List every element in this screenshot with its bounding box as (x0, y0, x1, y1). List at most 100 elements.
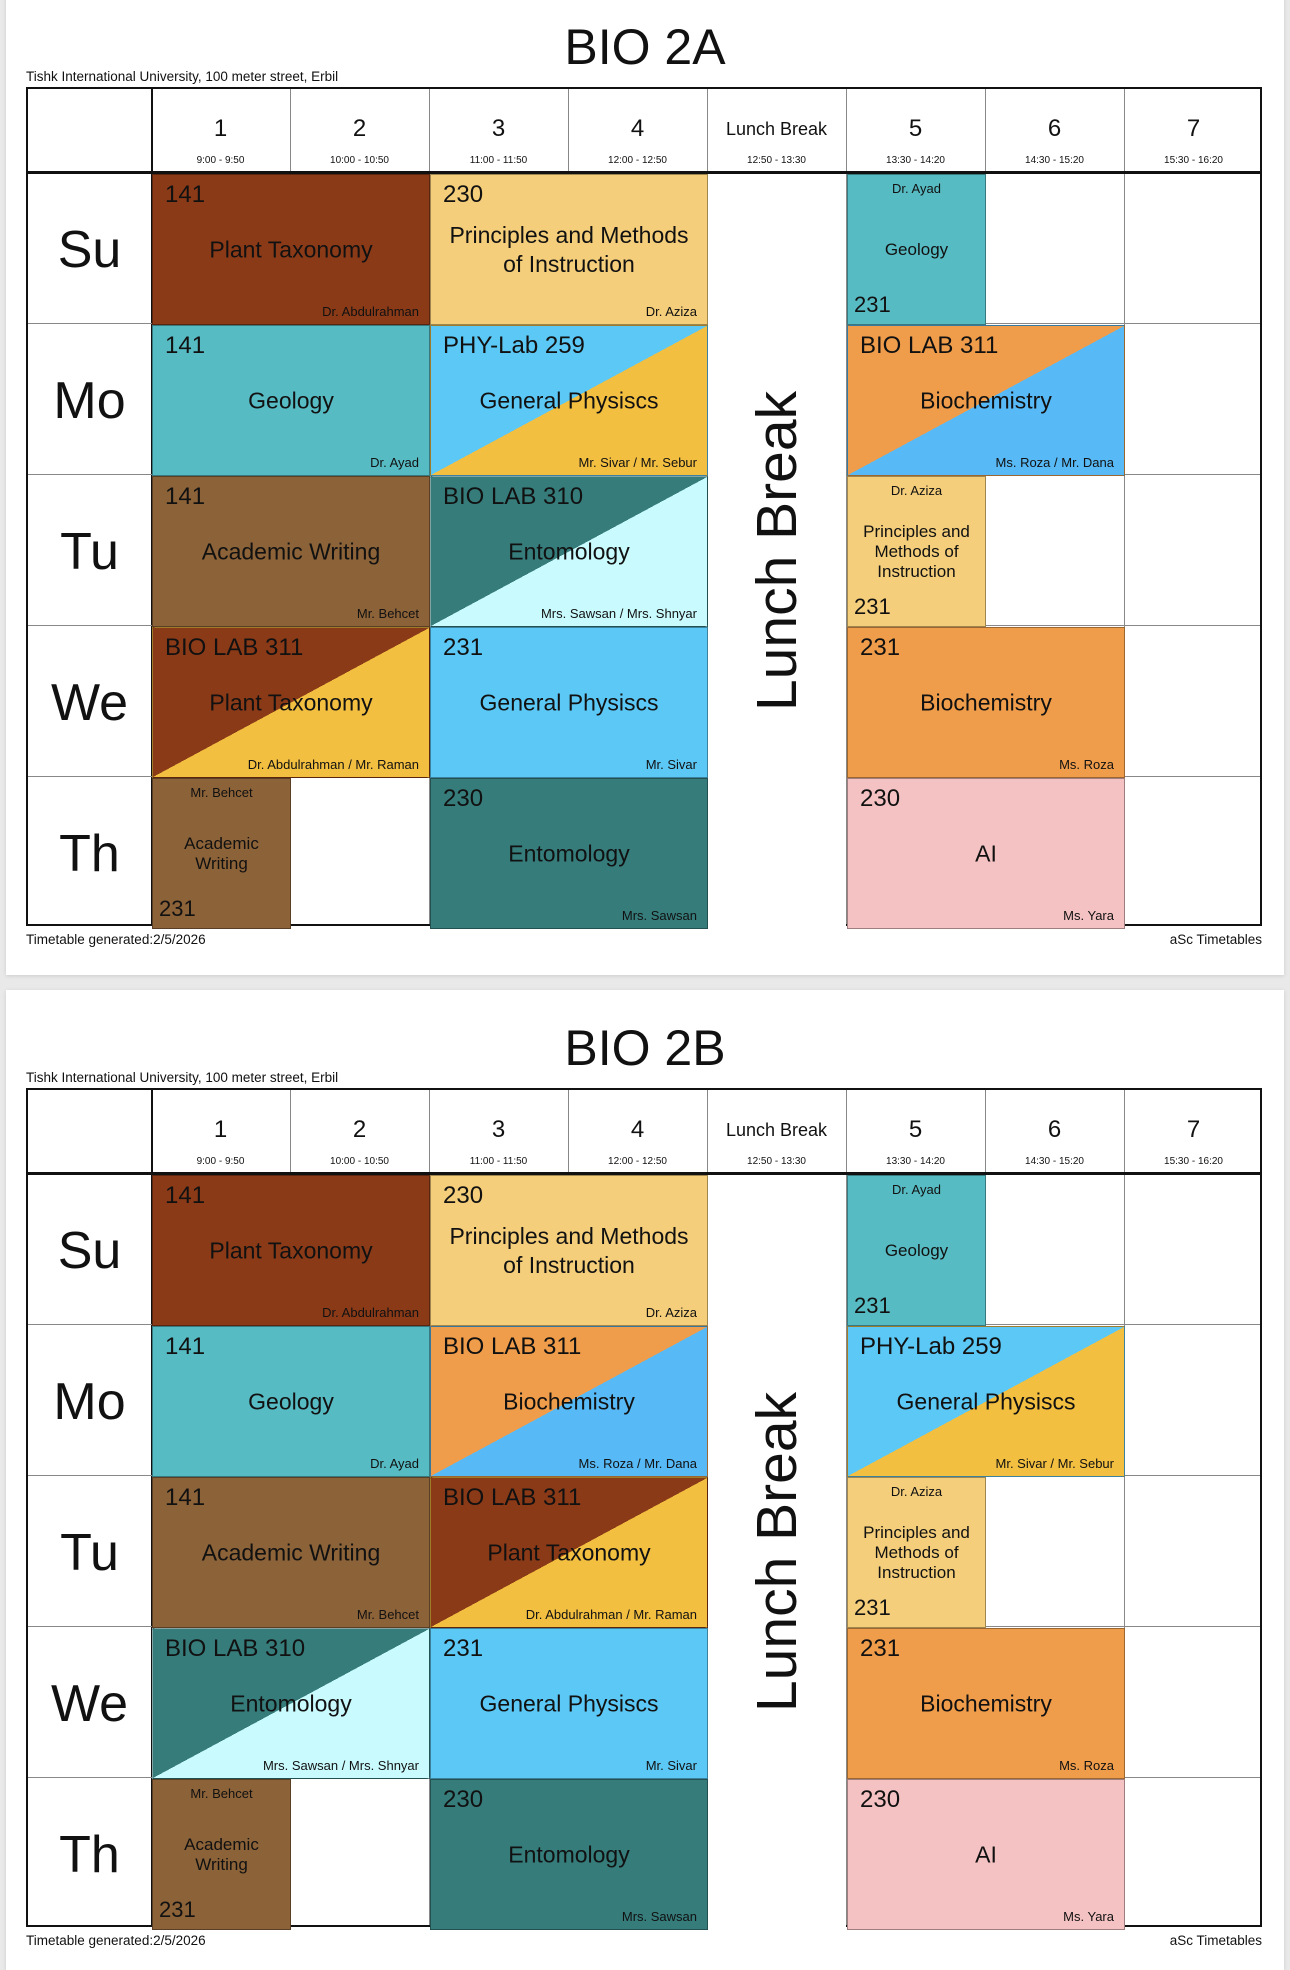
teacher-label: Mr. Behcet (190, 785, 253, 800)
teacher-label: Mr. Sivar / Mr. Sebur (995, 1456, 1114, 1471)
subject-label: Geology (248, 1388, 334, 1414)
period-label: 6 (1047, 115, 1062, 142)
teacher-label: Mr. Behcet (356, 1607, 419, 1622)
lesson-cell[interactable]: BIO LAB 310 Entomology Mrs. Sawsan / Mrs. … (152, 1628, 430, 1779)
column-header-7: 7 15:30 - 16:20 (1124, 1090, 1263, 1172)
room-label: 141 (165, 1182, 206, 1209)
teacher-label: Ms. Roza (1059, 757, 1114, 772)
room-label: 231 (159, 896, 196, 921)
teacher-label: Mrs. Sawsan / Mrs. Shnyar (262, 1758, 419, 1773)
period-label: 2 (352, 115, 367, 142)
column-header-3: 3 11:00 - 11:50 (429, 89, 568, 171)
day-label-th: Th (59, 824, 120, 883)
day-label-tu: Tu (60, 1523, 119, 1582)
room-label: 231 (854, 292, 891, 317)
column-header-5: 5 13:30 - 14:20 (846, 1090, 985, 1172)
teacher-label: Ms. Roza / Mr. Dana (995, 455, 1114, 470)
column-header-lunch: Lunch Break 12:50 - 13:30 (707, 89, 846, 171)
lesson-cell[interactable]: 231 General Physiscs Mr. Sivar (430, 627, 708, 778)
lesson-cell[interactable]: 230 AI Ms. Yara (847, 778, 1125, 929)
period-time: 11:00 - 11:50 (469, 155, 528, 166)
grid-line (1124, 89, 1125, 924)
room-label: 230 (443, 1182, 484, 1209)
column-header-5: 5 13:30 - 14:20 (846, 89, 985, 171)
period-label: 5 (908, 1116, 923, 1143)
lesson-cell[interactable]: 141 Academic Writing Mr. Behcet (152, 1477, 430, 1628)
teacher-label: Dr. Aziza (890, 483, 943, 498)
subject-label: Plant Taxonomy (487, 1539, 651, 1565)
lesson-cell[interactable]: 230 Principles and Methods of Instruction… (430, 174, 708, 325)
room-label: PHY-Lab 259 (860, 1333, 1002, 1360)
subject-label: Academic Writing (201, 538, 381, 564)
lesson-cell[interactable]: 230 AI Ms. Yara (847, 1779, 1125, 1930)
column-header-lunch: Lunch Break 12:50 - 13:30 (707, 1090, 846, 1172)
column-header-6: 6 14:30 - 15:20 (985, 89, 1124, 171)
subject-label: General Physiscs (896, 1388, 1076, 1414)
lesson-cell[interactable]: 231 General Physiscs Mr. Sivar (430, 1628, 708, 1779)
lesson-cell[interactable]: 141 Plant Taxonomy Dr. Abdulrahman (152, 1175, 430, 1326)
room-label: 231 (854, 1595, 891, 1620)
lesson-cell[interactable]: 231 Biochemistry Ms. Roza (847, 1628, 1125, 1779)
subject-label: Academic Writing (184, 1834, 259, 1874)
teacher-label: Dr. Abdulrahman / Mr. Raman (525, 1607, 697, 1622)
lesson-cell[interactable]: 231 Principles and Methods of Instruction… (847, 1477, 986, 1628)
timetable-grid: 1 9:00 - 9:50 2 10:00 - 10:50 3 11:00 - 11:50… (26, 87, 1262, 929)
day-label-mo: Mo (53, 1372, 126, 1431)
subject-label: Biochemistry (920, 387, 1052, 413)
lesson-cell[interactable]: 231 Geology Dr. Ayad (847, 174, 986, 325)
subject-label: Plant Taxonomy (209, 689, 373, 715)
lesson-cell[interactable]: PHY-Lab 259 General Physiscs Mr. Sivar / M… (847, 1326, 1125, 1477)
period-label: 3 (491, 115, 506, 142)
teacher-label: Ms. Yara (1063, 1909, 1114, 1924)
lesson-cell[interactable]: 231 Academic Writing Mr. Behcet (152, 778, 291, 929)
lesson-cell[interactable]: 231 Academic Writing Mr. Behcet (152, 1779, 291, 1930)
lesson-cell[interactable]: 231 Principles and Methods of Instruction… (847, 476, 986, 627)
lesson-cell[interactable]: 141 Geology Dr. Ayad (152, 325, 430, 476)
lunch-break-block: Lunch Break (708, 174, 846, 927)
room-label: 230 (860, 785, 901, 812)
lesson-cell[interactable]: BIO LAB 311 Plant Taxonomy Dr. Abdulrahman… (430, 1477, 708, 1628)
lesson-cell[interactable]: PHY-Lab 259 General Physiscs Mr. Sivar / M… (430, 325, 708, 476)
lesson-cell[interactable]: BIO LAB 311 Plant Taxonomy Dr. Abdulrahman… (152, 627, 430, 778)
lesson-cell[interactable]: BIO LAB 310 Entomology Mrs. Sawsan / Mrs. … (430, 476, 708, 627)
teacher-label: Mr. Sivar (645, 1758, 697, 1773)
day-label-mo: Mo (53, 371, 126, 430)
column-header-2: 2 10:00 - 10:50 (290, 1090, 429, 1172)
period-label: Lunch Break (725, 1120, 828, 1140)
lesson-cell[interactable]: 230 Entomology Mrs. Sawsan (430, 778, 708, 929)
lesson-cell[interactable]: 141 Geology Dr. Ayad (152, 1326, 430, 1477)
room-label: 231 (159, 1897, 196, 1922)
timetable-title: BIO 2A (564, 19, 726, 75)
teacher-label: Ms. Roza (1059, 1758, 1114, 1773)
lesson-cell[interactable]: 230 Entomology Mrs. Sawsan (430, 1779, 708, 1930)
period-time: 10:00 - 10:50 (330, 155, 389, 166)
subject-label: Entomology (230, 1690, 352, 1716)
teacher-label: Mr. Sivar (645, 757, 697, 772)
subject-label: Geology (884, 1240, 949, 1260)
lesson-cell[interactable]: BIO LAB 311 Biochemistry Ms. Roza / Mr. Da… (430, 1326, 708, 1477)
period-time: 14:30 - 15:20 (1025, 1156, 1084, 1167)
day-label-we: We (50, 1674, 129, 1733)
period-time: 9:00 - 9:50 (196, 155, 245, 166)
lesson-cell[interactable]: 141 Academic Writing Mr. Behcet (152, 476, 430, 627)
period-time: 12:00 - 12:50 (608, 155, 667, 166)
lesson-cell[interactable]: 230 Principles and Methods of Instruction… (430, 1175, 708, 1326)
subject-label: Entomology (508, 538, 630, 564)
teacher-label: Dr. Abdulrahman / Mr. Raman (247, 757, 419, 772)
column-header-4: 4 12:00 - 12:50 (568, 1090, 707, 1172)
subject-label: General Physiscs (479, 1690, 659, 1716)
timetable-title: BIO 2B (564, 1020, 726, 1076)
period-time: 13:30 - 14:20 (886, 155, 945, 166)
day-label-we: We (50, 673, 129, 732)
lesson-cell[interactable]: 231 Geology Dr. Ayad (847, 1175, 986, 1326)
room-label: 141 (165, 181, 206, 208)
room-label: BIO LAB 311 (860, 332, 999, 359)
period-label: 2 (352, 1116, 367, 1143)
lesson-cell[interactable]: BIO LAB 311 Biochemistry Ms. Roza / Mr. Da… (847, 325, 1125, 476)
teacher-label: Mrs. Sawsan (621, 908, 697, 923)
teacher-label: Mr. Behcet (356, 606, 419, 621)
lesson-cell[interactable]: 231 Biochemistry Ms. Roza (847, 627, 1125, 778)
lesson-cell[interactable]: 141 Plant Taxonomy Dr. Abdulrahman (152, 174, 430, 325)
teacher-label: Dr. Ayad (892, 1182, 941, 1197)
teacher-label: Dr. Ayad (370, 1456, 419, 1471)
